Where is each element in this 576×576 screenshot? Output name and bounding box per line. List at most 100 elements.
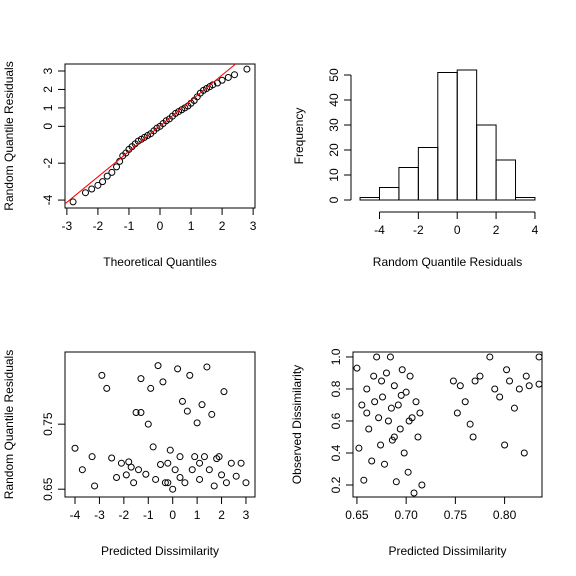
- point: [382, 369, 390, 377]
- reference-line: [65, 64, 237, 205]
- x-tick-label: 0: [169, 508, 176, 522]
- point: [453, 409, 461, 417]
- point: [132, 408, 140, 416]
- point: [360, 476, 368, 484]
- y-tick-label: -2: [41, 158, 55, 169]
- point: [471, 377, 479, 385]
- x-tick-label: 3: [250, 219, 257, 233]
- point: [375, 414, 383, 422]
- point: [176, 473, 184, 481]
- x-axis-title: Predicted Dissimilarity: [388, 544, 506, 558]
- bar: [437, 72, 458, 201]
- point: [418, 481, 426, 489]
- point: [108, 454, 116, 462]
- x-axis-title: Theoretical Quantiles: [103, 255, 216, 269]
- x-tick-label: 2: [218, 508, 225, 522]
- point: [113, 163, 121, 171]
- point: [377, 441, 385, 449]
- bar: [417, 147, 439, 201]
- y-tick-label: 0.8: [329, 380, 343, 397]
- x-tick-label: 0.75: [444, 508, 468, 522]
- x-tick-label: -2: [93, 219, 104, 233]
- point: [491, 385, 499, 393]
- point: [99, 178, 107, 186]
- point: [161, 479, 169, 487]
- point: [176, 453, 184, 461]
- point: [218, 76, 226, 84]
- point: [227, 459, 235, 467]
- point: [365, 425, 373, 433]
- point: [476, 372, 484, 380]
- point: [215, 453, 223, 461]
- point: [142, 470, 150, 478]
- panel: -3 -2 -1 0 1 2 3 -4 -2 0 1 2 3 Theoretical Quantiles R…: [2, 61, 257, 269]
- point: [416, 409, 424, 417]
- point: [113, 473, 121, 481]
- y-tick-label: 0: [327, 196, 341, 203]
- point: [203, 363, 211, 371]
- x-tick-label: -1: [124, 219, 135, 233]
- point: [400, 449, 408, 457]
- point: [363, 409, 371, 417]
- point: [166, 446, 174, 454]
- y-tick-label: 0.75: [41, 412, 55, 436]
- point: [164, 459, 172, 467]
- y-axis-title: Observed Dissimilarity: [290, 365, 304, 484]
- x-tick-label: 4: [532, 223, 539, 237]
- x-tick-label: -2: [413, 223, 424, 237]
- point: [396, 425, 404, 433]
- point: [353, 364, 361, 372]
- x-tick-label: -3: [62, 219, 73, 233]
- point: [404, 468, 412, 476]
- panel: -4 -3 -2 -1 0 1 2 3 0.65 0.75 Predicted Dissimilar…: [2, 350, 256, 558]
- point: [371, 398, 379, 406]
- y-tick-label: -4: [41, 194, 55, 205]
- point: [469, 433, 477, 441]
- point: [410, 489, 418, 497]
- y-tick-label: 0.4: [329, 444, 343, 461]
- point: [387, 404, 395, 412]
- point: [243, 65, 251, 73]
- point: [198, 401, 206, 409]
- point: [108, 168, 116, 176]
- point: [137, 408, 145, 416]
- x-tick-label: 2: [219, 219, 226, 233]
- x-tick-label: 0.70: [394, 508, 418, 522]
- point: [122, 471, 130, 479]
- y-tick-label: 0.2: [329, 476, 343, 493]
- y-tick-label: 1: [41, 104, 55, 111]
- point: [461, 398, 469, 406]
- point: [392, 478, 400, 486]
- point: [94, 181, 102, 189]
- point: [98, 371, 106, 379]
- bar: [515, 197, 536, 201]
- y-tick-label: 0.65: [41, 477, 55, 501]
- bar: [456, 69, 478, 201]
- bar: [359, 197, 380, 201]
- point: [402, 388, 410, 396]
- y-tick-label: 0.6: [329, 412, 343, 429]
- point: [412, 398, 420, 406]
- point: [147, 384, 155, 392]
- point: [535, 380, 543, 388]
- x-tick-label: 0: [157, 219, 164, 233]
- bar: [398, 167, 419, 201]
- point: [91, 482, 99, 490]
- point: [193, 419, 201, 427]
- point: [373, 353, 381, 361]
- y-tick-label: 40: [327, 93, 341, 107]
- point: [398, 366, 406, 374]
- y-tick-label: 10: [327, 168, 341, 182]
- point: [200, 453, 208, 461]
- point: [466, 420, 474, 428]
- point: [506, 377, 514, 385]
- bar: [476, 124, 497, 201]
- point: [406, 372, 414, 380]
- point: [156, 460, 164, 468]
- point: [242, 479, 250, 487]
- point: [386, 353, 394, 361]
- point: [535, 353, 543, 361]
- point: [486, 353, 494, 361]
- point: [186, 371, 194, 379]
